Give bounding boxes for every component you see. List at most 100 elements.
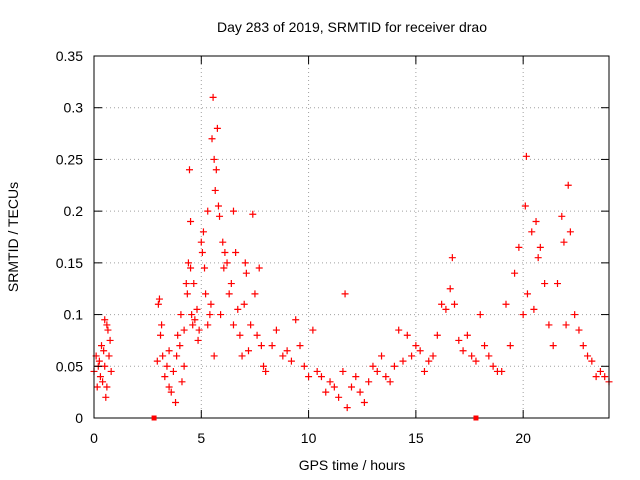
data-point	[194, 336, 202, 344]
x-axis-title: GPS time / hours	[299, 457, 406, 473]
data-point	[300, 362, 308, 370]
data-point	[468, 352, 476, 360]
data-point	[534, 254, 542, 262]
data-point	[188, 311, 196, 319]
data-point	[232, 249, 240, 257]
data-point	[498, 367, 506, 375]
data-point	[343, 404, 351, 412]
data-point	[521, 202, 529, 210]
data-point	[506, 342, 514, 350]
data-point	[571, 311, 579, 319]
data-point	[255, 264, 263, 272]
data-point	[103, 383, 111, 391]
y-tick-label: 0.35	[56, 48, 83, 64]
data-point	[180, 326, 188, 334]
data-point	[195, 326, 203, 334]
data-point	[199, 228, 207, 236]
data-point	[238, 352, 246, 360]
data-point	[204, 207, 212, 215]
gap-marker	[151, 415, 157, 421]
data-point	[412, 342, 420, 350]
data-point	[317, 373, 325, 381]
data-point	[210, 155, 218, 163]
data-points	[90, 93, 613, 412]
data-point	[182, 280, 190, 288]
data-point	[107, 367, 115, 375]
y-tick-label: 0.3	[64, 100, 84, 116]
data-point	[562, 321, 570, 329]
data-point	[158, 321, 166, 329]
data-point	[190, 280, 198, 288]
data-point	[180, 362, 188, 370]
data-point	[229, 321, 237, 329]
data-point	[420, 367, 428, 375]
data-point	[101, 362, 109, 370]
data-point	[330, 383, 338, 391]
data-point	[227, 280, 235, 288]
data-point	[530, 305, 538, 313]
data-point	[425, 357, 433, 365]
data-point	[106, 336, 114, 344]
data-point	[511, 269, 519, 277]
data-point	[485, 352, 493, 360]
data-point	[326, 378, 334, 386]
data-point	[155, 295, 163, 303]
data-point	[528, 228, 536, 236]
data-point	[207, 300, 215, 308]
data-point	[476, 311, 484, 319]
data-point	[382, 373, 390, 381]
data-point	[176, 342, 184, 350]
data-point	[208, 135, 216, 143]
x-tick-label: 5	[197, 430, 205, 446]
data-point	[416, 347, 424, 355]
data-point	[515, 243, 523, 251]
data-point	[189, 321, 197, 329]
data-point	[105, 352, 113, 360]
y-tick-label: 0.25	[56, 151, 83, 167]
y-tick-label: 0.1	[64, 307, 84, 323]
data-point	[245, 347, 252, 355]
data-point	[157, 331, 165, 339]
data-point	[579, 342, 587, 350]
data-point	[101, 316, 109, 324]
data-point	[212, 166, 220, 174]
data-point	[481, 342, 489, 350]
data-point	[197, 238, 205, 246]
data-point	[283, 347, 291, 355]
plot-frame	[93, 55, 610, 419]
chart-title: Day 283 of 2019, SRMTID for receiver dra…	[217, 19, 487, 35]
data-point	[519, 311, 527, 319]
data-point	[236, 331, 244, 339]
data-point	[104, 326, 112, 334]
data-point	[163, 362, 171, 370]
data-point	[187, 264, 195, 272]
data-point	[433, 331, 441, 339]
data-point	[214, 202, 222, 210]
data-point	[99, 378, 107, 386]
data-point	[541, 280, 549, 288]
data-point	[165, 347, 173, 355]
data-point	[201, 264, 209, 272]
data-point	[403, 331, 411, 339]
data-point	[395, 326, 403, 334]
data-point	[204, 321, 212, 329]
data-point	[211, 186, 219, 194]
data-point	[560, 238, 568, 246]
data-point	[174, 331, 182, 339]
data-point	[221, 249, 229, 257]
data-point	[242, 269, 250, 277]
data-point	[502, 300, 510, 308]
data-point	[442, 305, 450, 313]
data-point	[213, 124, 221, 132]
data-point	[341, 290, 349, 298]
data-point	[532, 217, 540, 225]
data-point	[451, 300, 458, 308]
data-point	[348, 383, 355, 391]
data-point	[272, 326, 280, 334]
data-point	[287, 357, 295, 365]
data-point	[322, 388, 330, 396]
y-tick-label: 0.05	[56, 358, 83, 374]
x-tick-label: 20	[515, 430, 531, 446]
y-tick-label: 0.2	[64, 203, 84, 219]
data-point	[206, 311, 214, 319]
